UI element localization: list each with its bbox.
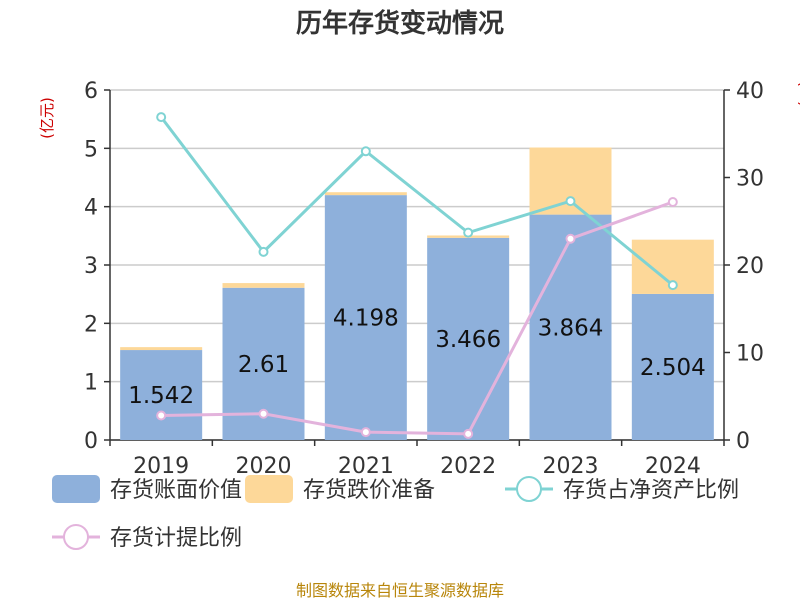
bar-book-value bbox=[427, 237, 510, 440]
x-tick-label: 2022 bbox=[440, 454, 496, 479]
line-point bbox=[565, 196, 576, 207]
legend-item[interactable]: 存货计提比例 bbox=[52, 524, 242, 551]
legend-label: 存货占净资产比例 bbox=[563, 478, 739, 503]
bar-book-value bbox=[324, 195, 407, 440]
line-point bbox=[667, 280, 678, 291]
line-point bbox=[463, 428, 474, 439]
y-left-unit: (亿元) bbox=[38, 97, 56, 139]
legend-item[interactable]: 存货跌价准备 bbox=[245, 475, 435, 503]
legend-item[interactable]: 存货占净资产比例 bbox=[505, 476, 739, 503]
x-tick-label: 2020 bbox=[236, 454, 292, 479]
y-left-tick-label: 2 bbox=[84, 312, 98, 337]
chart-title: 历年存货变动情况 bbox=[296, 8, 504, 39]
lines bbox=[156, 112, 678, 439]
line-point bbox=[565, 233, 576, 244]
x-tick-label: 2023 bbox=[543, 454, 599, 479]
y-right-tick-label: 20 bbox=[736, 254, 764, 279]
y-left-tick-label: 0 bbox=[84, 429, 98, 454]
x-tick-label: 2019 bbox=[133, 454, 189, 479]
line-point bbox=[156, 410, 167, 421]
y-right-tick-label: 30 bbox=[736, 167, 764, 192]
y-right-tick-label: 40 bbox=[736, 79, 764, 104]
legend-label: 存货账面价值 bbox=[110, 478, 242, 503]
y-left-tick-label: 4 bbox=[84, 196, 98, 221]
line-provision-ratio bbox=[161, 200, 674, 436]
grid-lines bbox=[110, 89, 724, 441]
legend-item[interactable]: 存货账面价值 bbox=[52, 475, 242, 503]
line-net-asset-ratio bbox=[159, 116, 674, 287]
legend-label: 存货计提比例 bbox=[110, 526, 242, 551]
line-point bbox=[463, 227, 474, 238]
bar-data-label: 2.504 bbox=[640, 355, 706, 381]
bar-book-value bbox=[529, 214, 612, 440]
line-point bbox=[667, 197, 678, 207]
bar-book-value bbox=[120, 350, 203, 440]
line-point bbox=[360, 146, 371, 157]
bar-data-label: 3.466 bbox=[435, 327, 501, 353]
legend-swatch-marker bbox=[516, 476, 542, 502]
y-right-tick-label: 0 bbox=[736, 429, 750, 454]
bar-impairment-reserve bbox=[222, 283, 305, 288]
bar-impairment-reserve bbox=[120, 347, 203, 351]
bar-data-label: 3.864 bbox=[538, 315, 604, 341]
y-right-unit: (%) bbox=[796, 81, 800, 107]
y-left-tick-label: 1 bbox=[84, 371, 98, 396]
legend-swatch bbox=[52, 475, 100, 503]
y-left-tick-label: 5 bbox=[84, 137, 98, 162]
line-point bbox=[360, 427, 371, 438]
bars: 1.542 2.61 4.198 3.466 3.864 2.504 bbox=[120, 147, 714, 440]
bar-book-value bbox=[631, 293, 714, 440]
y-left-tick-label: 3 bbox=[84, 254, 98, 279]
y-left-tick-label: 6 bbox=[84, 79, 98, 104]
x-tick-label: 2021 bbox=[338, 454, 394, 479]
legend-label: 存货跌价准备 bbox=[303, 478, 435, 503]
y-right-tick-label: 10 bbox=[736, 342, 764, 367]
axes: 0 1 2 3 4 5 6 0 10 20 30 40 2019 2020 2021 2022 2023 2024 bbox=[84, 79, 764, 479]
bar-data-label: 4.198 bbox=[333, 306, 399, 332]
bar-data-label: 1.542 bbox=[128, 383, 194, 409]
line-point bbox=[258, 408, 269, 419]
legend-swatch-marker bbox=[63, 524, 89, 550]
x-tick-label: 2024 bbox=[645, 454, 701, 479]
line-point bbox=[156, 112, 167, 123]
legend-swatch bbox=[245, 475, 293, 503]
bar-data-label: 2.61 bbox=[238, 352, 289, 378]
bar-impairment-reserve bbox=[324, 192, 407, 196]
source-note: 制图数据来自恒生聚源数据库 bbox=[296, 581, 504, 600]
line-point bbox=[258, 246, 269, 257]
